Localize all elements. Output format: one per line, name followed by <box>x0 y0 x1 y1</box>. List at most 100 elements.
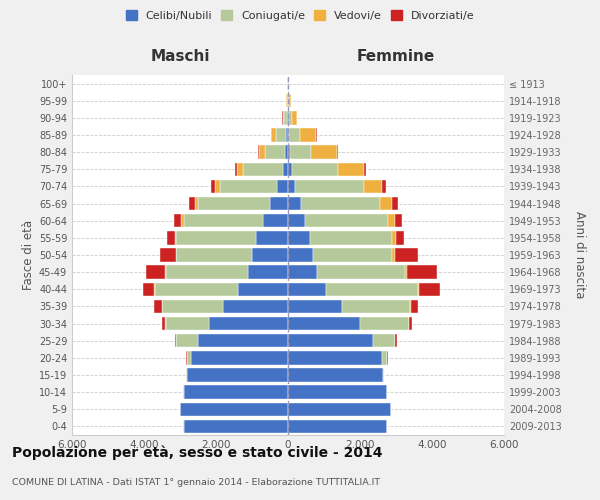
Bar <box>288 334 373 347</box>
Bar <box>289 128 300 141</box>
Bar <box>289 111 292 124</box>
Bar <box>288 266 317 279</box>
Bar <box>286 128 288 141</box>
Bar <box>288 197 301 210</box>
Bar <box>289 94 290 108</box>
Bar <box>410 300 411 313</box>
Bar <box>395 214 403 228</box>
Bar <box>405 266 407 279</box>
Bar <box>235 162 237 176</box>
Bar <box>288 300 342 313</box>
Bar <box>284 111 287 124</box>
Bar <box>184 386 288 399</box>
Y-axis label: Anni di nascita: Anni di nascita <box>573 212 586 298</box>
Bar <box>288 368 383 382</box>
Bar <box>198 334 288 347</box>
Bar <box>155 282 238 296</box>
Bar <box>243 162 283 176</box>
Bar <box>259 146 265 159</box>
Bar <box>174 214 181 228</box>
Bar <box>211 180 215 193</box>
Bar <box>395 334 397 347</box>
Text: Femmine: Femmine <box>357 49 435 64</box>
Bar <box>276 128 286 141</box>
Bar <box>392 197 398 210</box>
Bar <box>288 146 290 159</box>
Bar <box>419 282 440 296</box>
Bar <box>176 248 252 262</box>
Bar <box>301 197 380 210</box>
Bar <box>265 146 285 159</box>
Bar <box>181 214 184 228</box>
Bar <box>248 266 288 279</box>
Bar <box>373 334 395 347</box>
Bar <box>143 282 154 296</box>
Bar <box>300 128 316 141</box>
Bar <box>409 317 412 330</box>
Bar <box>310 231 392 244</box>
Bar <box>382 351 387 364</box>
Bar <box>292 111 297 124</box>
Bar <box>392 231 397 244</box>
Bar <box>288 111 289 124</box>
Bar <box>305 214 388 228</box>
Bar <box>383 368 384 382</box>
Bar <box>238 282 288 296</box>
Bar <box>162 300 223 313</box>
Bar <box>187 368 288 382</box>
Bar <box>288 162 292 176</box>
Bar <box>411 300 418 313</box>
Bar <box>184 420 288 433</box>
Bar <box>388 214 395 228</box>
Bar <box>288 351 382 364</box>
Bar <box>316 128 317 141</box>
Bar <box>283 111 284 124</box>
Bar <box>392 248 395 262</box>
Bar <box>146 266 165 279</box>
Bar <box>311 146 337 159</box>
Bar <box>288 128 289 141</box>
Bar <box>220 180 277 193</box>
Bar <box>237 162 243 176</box>
Bar <box>263 214 288 228</box>
Bar <box>295 180 364 193</box>
Bar <box>288 402 391 416</box>
Text: COMUNE DI LATINA - Dati ISTAT 1° gennaio 2014 - Elaborazione TUTTITALIA.IT: COMUNE DI LATINA - Dati ISTAT 1° gennaio… <box>12 478 380 487</box>
Bar <box>270 197 288 210</box>
Bar <box>198 197 270 210</box>
Bar <box>364 162 367 176</box>
Bar <box>337 146 338 159</box>
Bar <box>380 197 392 210</box>
Bar <box>292 162 338 176</box>
Bar <box>271 128 276 141</box>
Bar <box>313 248 392 262</box>
Bar <box>283 162 288 176</box>
Bar <box>288 282 326 296</box>
Bar <box>184 214 263 228</box>
Bar <box>256 231 288 244</box>
Y-axis label: Fasce di età: Fasce di età <box>22 220 35 290</box>
Bar <box>154 300 161 313</box>
Bar <box>223 300 288 313</box>
Bar <box>191 351 288 364</box>
Bar <box>287 111 288 124</box>
Bar <box>166 317 209 330</box>
Bar <box>195 197 198 210</box>
Bar <box>166 266 248 279</box>
Bar <box>287 94 288 108</box>
Bar <box>395 248 418 262</box>
Bar <box>160 248 176 262</box>
Bar <box>290 146 311 159</box>
Bar <box>317 266 405 279</box>
Bar <box>326 282 418 296</box>
Bar <box>187 351 191 364</box>
Bar <box>175 231 176 244</box>
Bar <box>288 180 295 193</box>
Bar <box>382 180 386 193</box>
Bar <box>277 180 288 193</box>
Legend: Celibi/Nubili, Coniugati/e, Vedovi/e, Divorziati/e: Celibi/Nubili, Coniugati/e, Vedovi/e, Di… <box>121 6 479 25</box>
Bar <box>288 420 387 433</box>
Bar <box>189 197 195 210</box>
Bar <box>175 334 176 347</box>
Bar <box>175 248 176 262</box>
